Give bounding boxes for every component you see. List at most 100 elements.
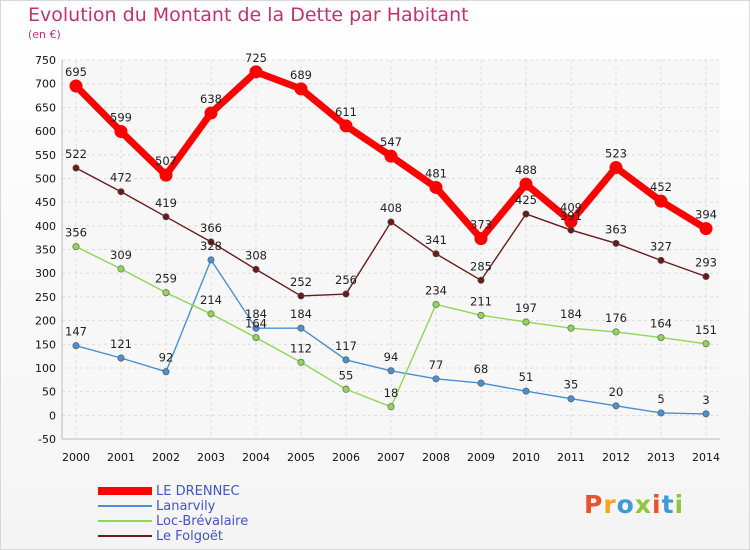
legend-label: Loc-Brévalaire <box>156 514 249 529</box>
data-point <box>432 300 440 308</box>
data-label: 112 <box>290 341 312 355</box>
x-tick-label: 2012 <box>602 451 630 464</box>
logo-letter: x <box>634 490 652 519</box>
legend-label: Lanarvily <box>156 499 216 514</box>
data-point <box>657 334 665 342</box>
y-tick-label: 350 <box>35 244 56 257</box>
data-point <box>207 238 215 246</box>
data-point <box>567 226 575 234</box>
x-tick-label: 2001 <box>107 451 135 464</box>
logo-letter: P <box>584 490 604 519</box>
data-label: 55 <box>339 368 354 382</box>
grid <box>62 59 720 440</box>
y-tick-label: 500 <box>35 172 56 185</box>
data-point <box>294 82 308 96</box>
data-point <box>657 409 665 417</box>
data-label: 523 <box>605 147 627 161</box>
x-tick-label: 2004 <box>242 451 270 464</box>
y-tick-label: 400 <box>35 220 56 233</box>
series-layer <box>69 65 713 418</box>
logo-letter: r <box>603 490 617 519</box>
data-label: 20 <box>609 385 624 399</box>
legend-swatch <box>98 520 152 522</box>
y-tick-label: 0 <box>49 409 56 422</box>
data-label: 92 <box>159 351 174 365</box>
data-label: 176 <box>605 311 627 325</box>
data-point <box>432 250 440 258</box>
data-point <box>162 213 170 221</box>
data-point <box>204 106 218 120</box>
data-label: 391 <box>560 209 582 223</box>
x-tick-label: 2002 <box>152 451 180 464</box>
data-point <box>72 342 80 350</box>
data-label: 356 <box>65 226 87 240</box>
x-tick-label: 2009 <box>467 451 495 464</box>
data-point <box>699 222 713 236</box>
x-tick-label: 2006 <box>332 451 360 464</box>
data-label: 599 <box>110 111 132 125</box>
data-point <box>117 188 125 196</box>
data-point <box>612 239 620 247</box>
data-point <box>702 340 710 348</box>
data-label: 211 <box>470 294 492 308</box>
data-label: 68 <box>474 362 489 376</box>
data-point <box>477 311 485 319</box>
data-label: 252 <box>290 275 312 289</box>
data-label: 259 <box>155 272 177 286</box>
data-point <box>522 318 530 326</box>
data-label: 472 <box>110 171 132 185</box>
data-label: 293 <box>695 256 717 270</box>
legend-swatch <box>98 535 152 537</box>
data-point <box>207 256 215 264</box>
data-point <box>519 177 533 191</box>
logo-letter: i <box>674 490 685 519</box>
y-tick-label: 650 <box>35 101 56 114</box>
logo-letter: i <box>652 490 662 519</box>
y-tick-label: 550 <box>35 149 56 162</box>
data-label: 452 <box>650 180 672 194</box>
data-label: 184 <box>560 307 582 321</box>
data-point <box>522 210 530 218</box>
data-label: 547 <box>380 135 402 149</box>
y-tick-label: 150 <box>35 338 56 351</box>
data-point <box>162 368 170 376</box>
data-label: 197 <box>515 301 537 315</box>
x-tick-label: 2003 <box>197 451 225 464</box>
data-point <box>567 324 575 332</box>
legend-label: LE DRENNEC <box>156 484 240 499</box>
data-point <box>564 215 578 229</box>
data-label: 363 <box>605 222 627 236</box>
data-point <box>249 65 263 79</box>
y-tick-label: 750 <box>35 54 56 67</box>
data-label: 394 <box>695 208 717 222</box>
data-label: 35 <box>564 378 579 392</box>
legend-label: Le Folgoët <box>156 529 224 544</box>
data-label: 327 <box>650 239 672 253</box>
data-label: 18 <box>384 386 399 400</box>
data-label: 184 <box>290 307 312 321</box>
data-point <box>429 180 443 194</box>
data-label: 51 <box>519 370 534 384</box>
data-label: 409 <box>560 201 582 215</box>
data-label: 373 <box>470 218 492 232</box>
data-point <box>612 402 620 410</box>
proxiti-logo: Proxiti <box>584 490 684 519</box>
logo-letter: o <box>616 490 635 519</box>
legend-swatch <box>98 487 152 495</box>
data-label: 94 <box>384 350 399 364</box>
data-label: 308 <box>245 248 267 262</box>
data-point <box>114 125 128 139</box>
data-label: 611 <box>335 105 357 119</box>
x-tick-label: 2000 <box>62 451 90 464</box>
y-tick-label: -50 <box>38 433 56 446</box>
data-point <box>387 403 395 411</box>
data-label: 366 <box>200 221 222 235</box>
legend-swatch <box>98 505 152 507</box>
data-label: 488 <box>515 163 537 177</box>
data-point <box>432 375 440 383</box>
data-point <box>297 324 305 332</box>
data-point <box>159 168 173 182</box>
data-point <box>522 387 530 395</box>
x-tick-label: 2013 <box>647 451 675 464</box>
